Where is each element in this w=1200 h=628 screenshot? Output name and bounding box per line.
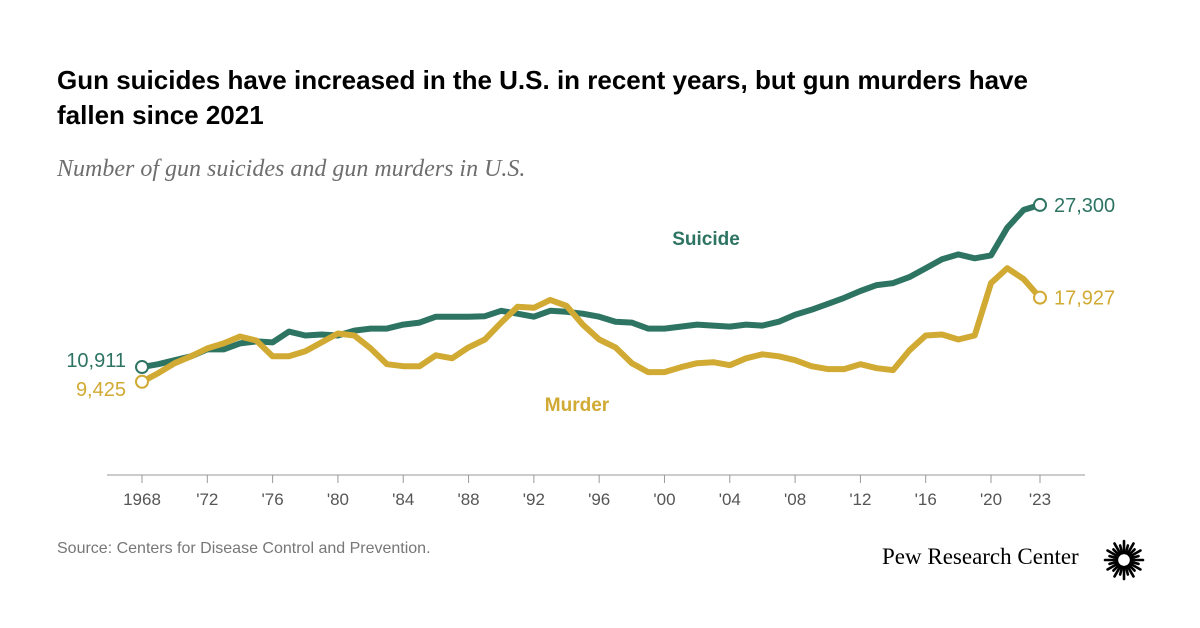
murder-line [139,265,1043,385]
murder-end-marker [1033,290,1047,305]
brand-name: Pew Research Center [882,544,1079,569]
x-tick-label: '80 [327,490,349,509]
suicide-annotation: Suicide [672,229,740,250]
chart-title: Gun suicides have increased in the U.S. … [57,65,1028,130]
x-tick-label: '72 [196,490,218,509]
x-tick-label: '08 [784,490,806,509]
x-tick-label: '20 [980,490,1002,509]
x-tick-label: '12 [849,490,871,509]
suicide-line [139,201,1043,371]
series-lines [139,201,1043,385]
suicide-end-label: 27,300 [1054,195,1115,217]
x-tick-label: '96 [588,490,610,509]
x-tick-label: '04 [719,490,741,509]
murder-end-label: 17,927 [1054,288,1115,310]
x-tick-label: '88 [457,490,479,509]
suicide-start-marker [135,360,149,375]
x-tick-label: '16 [915,490,937,509]
x-tick-label: 1968 [123,490,161,509]
suicide-end-marker [1033,197,1047,212]
x-tick-label: '76 [262,490,284,509]
source-note: Source: Centers for Disease Control and … [57,540,431,557]
suicide-start-label: 10,911 [66,350,126,372]
x-tick-label: '00 [653,490,675,509]
chart-subtitle: Number of gun suicides and gun murders i… [57,156,526,182]
x-axis-ticks: 1968 '72 '76 '80 '84 '88 '92 '96 '00 '04 '08 '12 '16… [123,475,1051,509]
x-tick-label: '84 [392,490,414,509]
series-labels: 10,911 27,300 9,425 17,927 Suicide Murder [66,195,1115,416]
pew-logo-icon [1103,539,1145,581]
murder-start-marker [135,374,149,389]
murder-annotation: Murder [545,395,610,416]
x-tick-label: '23 [1029,490,1051,509]
x-tick-label: '92 [523,490,545,509]
murder-start-label: 9,425 [76,379,126,401]
